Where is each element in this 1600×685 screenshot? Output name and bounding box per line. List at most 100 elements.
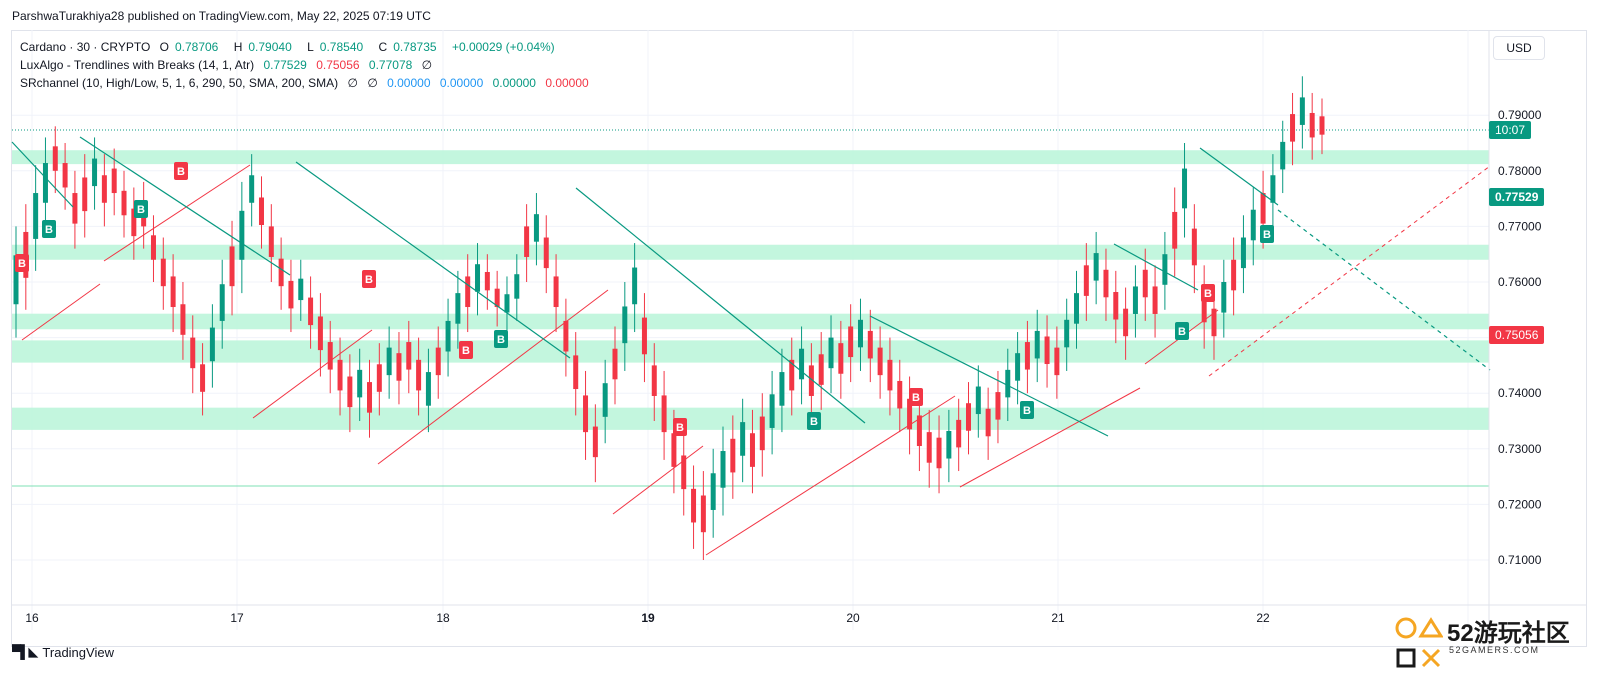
candle-body <box>53 146 58 170</box>
candle-body <box>475 264 480 292</box>
candle-body <box>426 372 431 406</box>
candle-body <box>554 276 559 307</box>
legend-close: C 0.78735 <box>379 40 443 54</box>
candle-body <box>1143 270 1148 298</box>
break-label-text: B <box>1178 326 1186 338</box>
candle-body <box>1094 253 1099 281</box>
candle-body <box>799 349 804 380</box>
legend-change: +0.00029 (+0.04%) <box>452 40 555 54</box>
candle-body <box>740 422 745 456</box>
candle-body <box>151 235 156 259</box>
candle-body <box>986 409 991 437</box>
candle-body <box>730 439 735 473</box>
candle-body <box>544 238 549 269</box>
watermark-icon <box>1395 615 1443 671</box>
break-label-text: B <box>18 258 26 270</box>
upper-trendline-price-tag: 0.77529 <box>1489 188 1544 206</box>
legend-indicator-luxalgo[interactable]: LuxAlgo - Trendlines with Breaks (14, 1,… <box>20 58 438 72</box>
candle-body <box>701 496 706 533</box>
candle-body <box>534 214 539 242</box>
candle-body <box>436 348 441 376</box>
legend-symbol: Cardano · 30 · CRYPTO <box>20 40 150 54</box>
indicator2-value3: 0.00000 <box>493 76 536 90</box>
candle-body <box>662 395 667 432</box>
candle-body <box>829 338 834 369</box>
candle-body <box>485 272 490 290</box>
legend-close-label: C <box>379 40 388 54</box>
x-tick-label: 20 <box>846 611 860 625</box>
candle-body <box>956 420 961 448</box>
indicator2-null1: ∅ <box>348 76 358 90</box>
candle-body <box>1084 265 1089 296</box>
y-tick-label: 0.71000 <box>1498 553 1542 567</box>
candle-body <box>887 360 892 391</box>
indicator2-name: SRchannel (10, High/Low, 5, 1, 6, 290, 5… <box>20 76 338 90</box>
candle-body <box>1310 113 1315 137</box>
break-label-text: B <box>912 392 920 404</box>
legend-indicator-srchannel[interactable]: SRchannel (10, High/Low, 5, 1, 6, 290, 5… <box>20 76 595 90</box>
break-label-text: B <box>676 422 684 434</box>
y-tick-label: 0.72000 <box>1498 497 1542 511</box>
candle-body <box>1123 309 1128 337</box>
break-label-text: B <box>1204 288 1212 300</box>
candle-body <box>1054 348 1059 376</box>
candle-body <box>603 383 608 417</box>
candle-body <box>878 348 883 376</box>
currency-selector[interactable]: USD <box>1493 36 1545 60</box>
support-trendline <box>960 388 1140 487</box>
candle-body <box>760 417 765 451</box>
candle-body <box>465 276 470 307</box>
candle-body <box>1261 193 1266 224</box>
break-label-text: B <box>45 224 53 236</box>
candle-body <box>504 294 509 312</box>
candle-body <box>1133 286 1138 314</box>
candle-body <box>966 403 971 431</box>
candle-body <box>387 348 392 376</box>
resistance-trendline <box>576 188 865 423</box>
candle-body <box>1064 320 1069 348</box>
candle-body <box>1251 210 1256 241</box>
x-tick-label: 17 <box>230 611 244 625</box>
candle-body <box>406 342 411 370</box>
candle-body <box>377 364 382 392</box>
candle-body <box>288 281 293 309</box>
x-tick-label: 22 <box>1256 611 1270 625</box>
break-label-text: B <box>177 166 185 178</box>
break-label-text: B <box>137 204 145 216</box>
tradingview-logo-icon: ▀▌◣ <box>12 644 37 660</box>
candle-body <box>1221 282 1226 313</box>
candle-body <box>632 268 637 305</box>
break-label-text: B <box>1263 229 1271 241</box>
candle-body <box>239 211 244 260</box>
candle-body <box>897 381 902 409</box>
indicator1-value2: 0.75056 <box>316 58 359 72</box>
candle-body <box>858 320 863 348</box>
candle-body <box>1074 293 1079 324</box>
candle-body <box>455 293 460 324</box>
legend-open: O 0.78706 <box>160 40 225 54</box>
x-tick-label: 21 <box>1051 611 1065 625</box>
support-trendline <box>613 446 703 514</box>
countdown-price-tag: 10:07 <box>1489 121 1531 139</box>
watermark-text: 52游玩社区 <box>1447 613 1570 648</box>
candle-body <box>691 489 696 523</box>
candle-body <box>200 364 205 392</box>
candle-body <box>1005 370 1010 398</box>
candle-body <box>514 274 519 298</box>
support-trendline <box>22 284 100 340</box>
candle-body <box>1162 254 1167 285</box>
indicator1-value1: 0.77529 <box>263 58 306 72</box>
candle-body <box>367 382 372 413</box>
candle-body <box>347 377 352 408</box>
candle-body <box>259 197 264 225</box>
legend-high-value: 0.79040 <box>248 40 291 54</box>
candle-body <box>269 226 274 257</box>
candle-body <box>416 360 421 391</box>
indicator2-null2: ∅ <box>367 76 377 90</box>
legend-high: H 0.79040 <box>234 40 298 54</box>
candle-body <box>1113 292 1118 320</box>
tradingview-logo[interactable]: ▀▌◣ TradingView <box>12 644 114 660</box>
candle-body <box>1045 336 1050 364</box>
candle-body <box>721 451 726 488</box>
